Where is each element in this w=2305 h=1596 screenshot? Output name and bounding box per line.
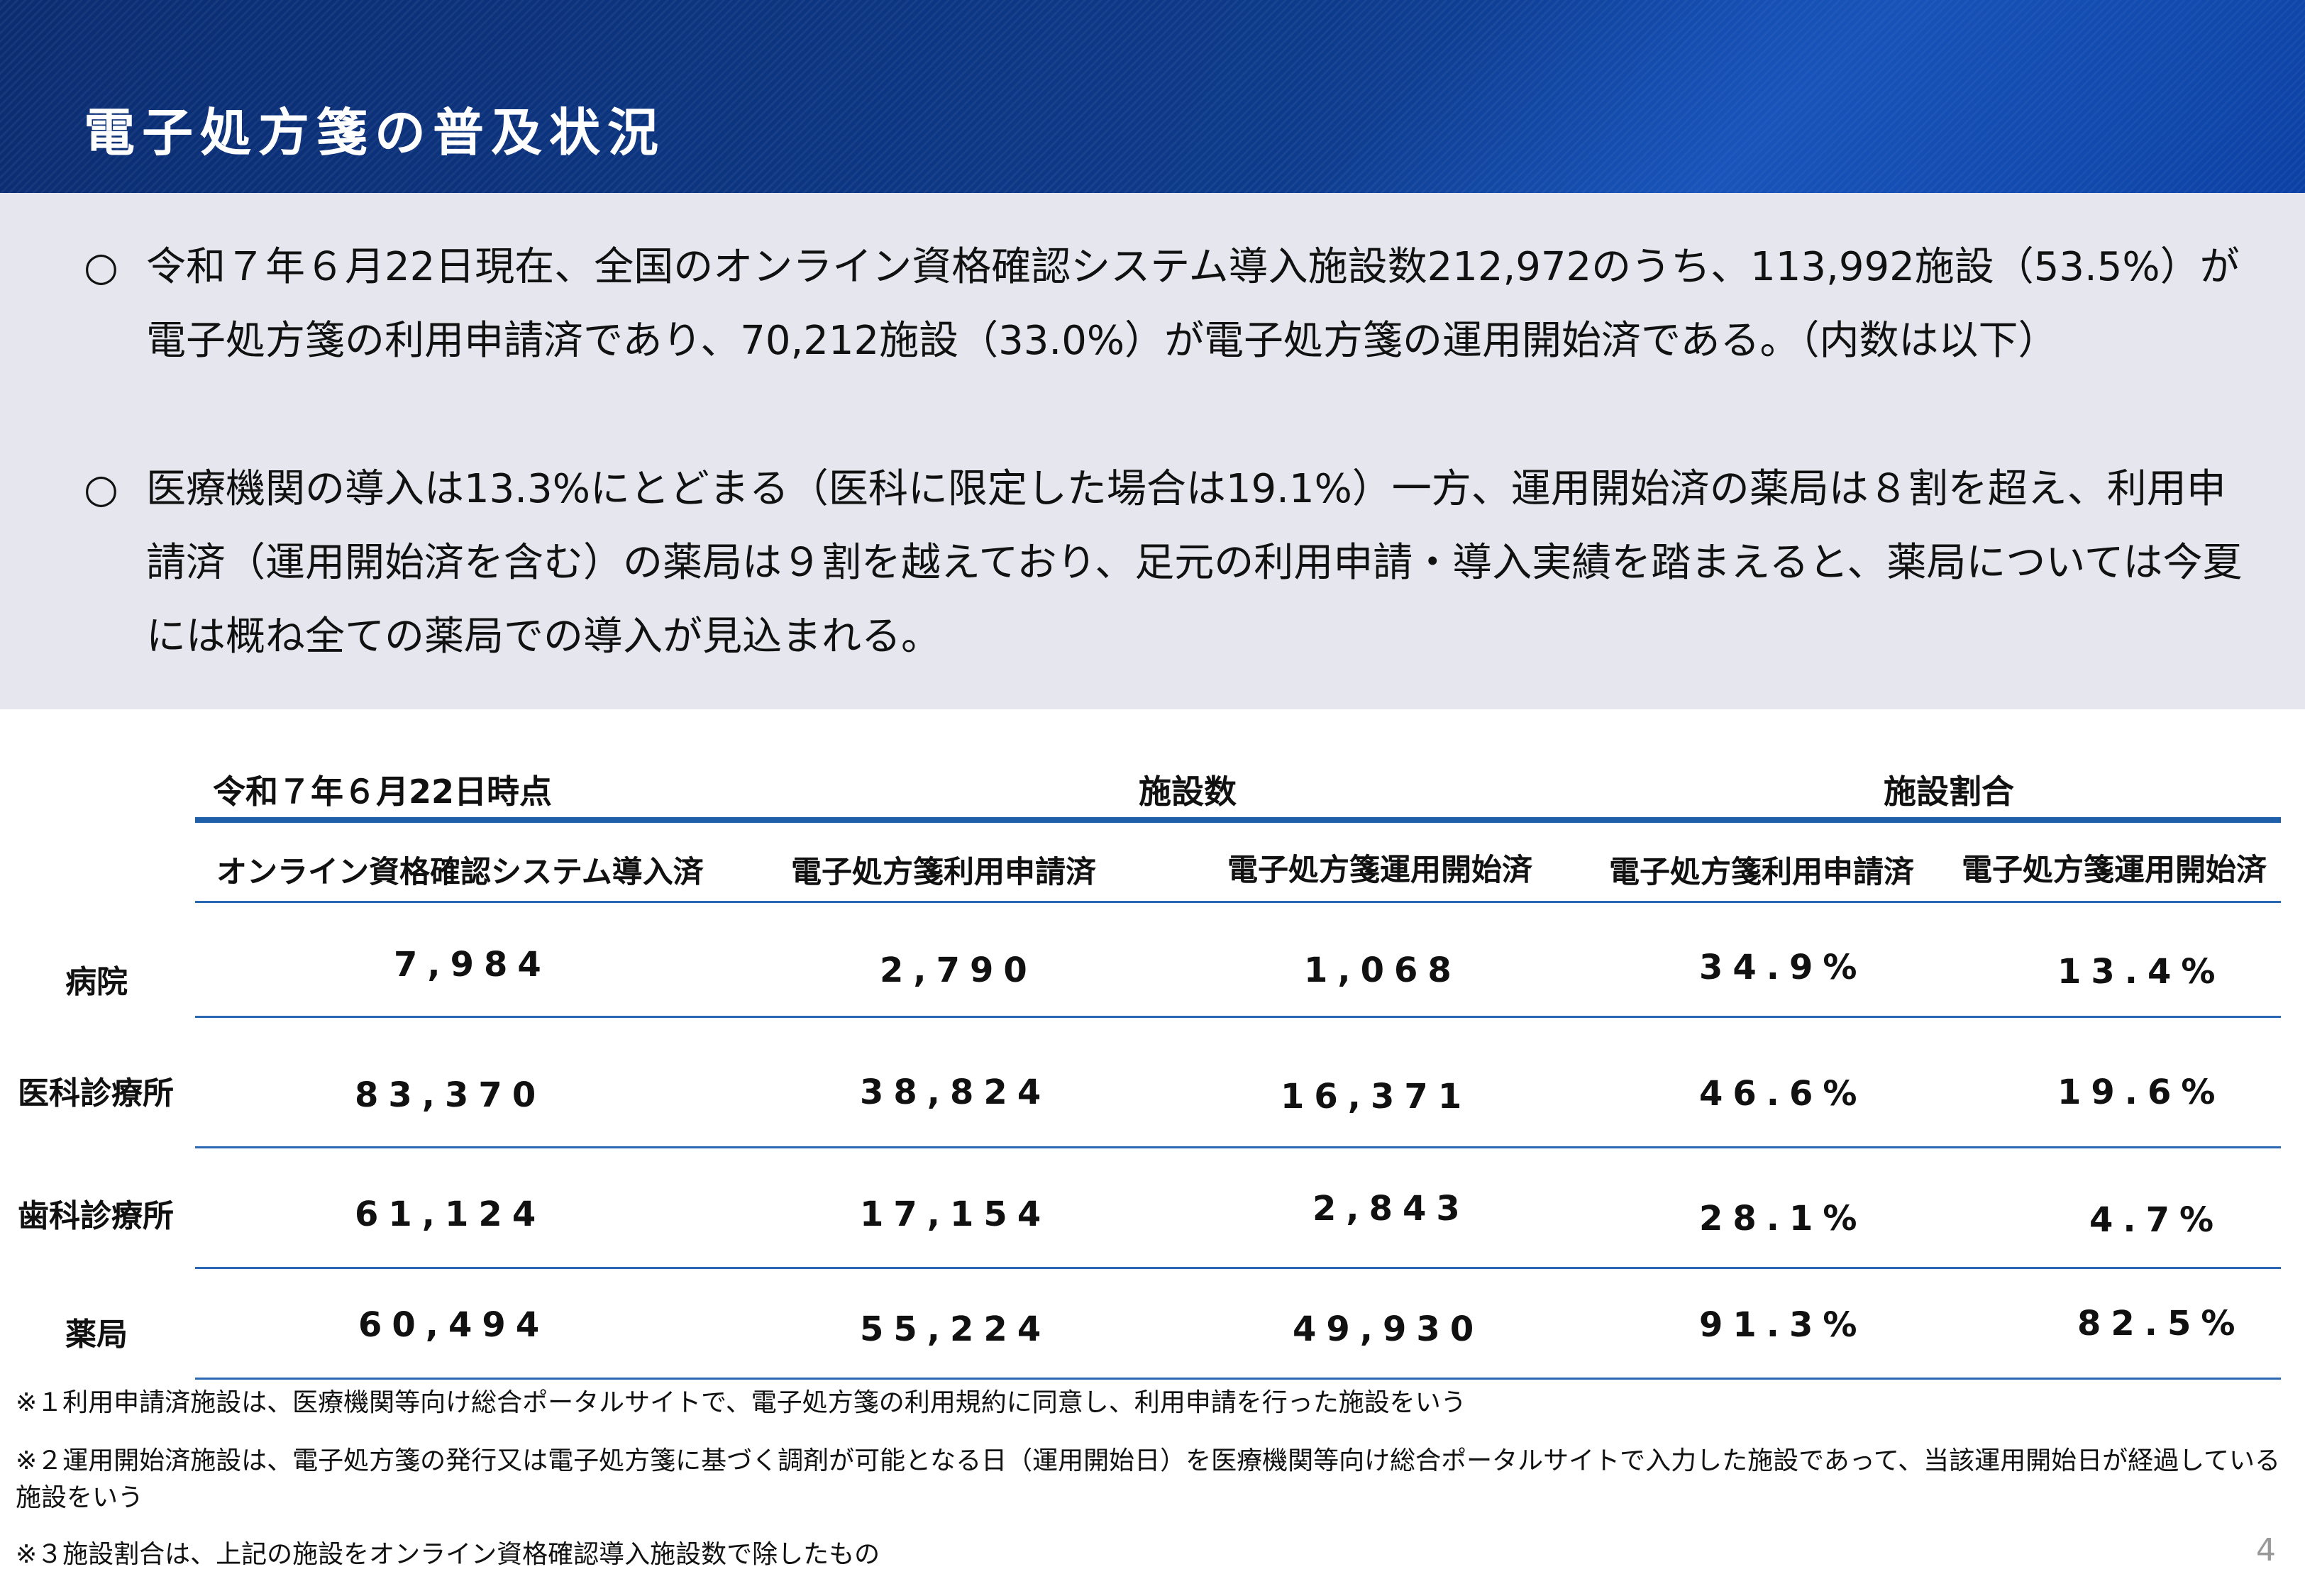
row-label: 薬局 [65,1317,128,1353]
table-cell: 83,370 [355,1075,546,1115]
column-header: 電子処方箋運用開始済 [1227,853,1532,888]
table-cell: 13.4% [2057,952,2226,992]
table-header-rule [195,817,2281,823]
row-label: 病院 [65,964,128,1000]
table-cell: 61,124 [355,1195,546,1234]
summary-panel [0,193,2305,709]
table-cell: 49,930 [1293,1309,1484,1349]
table-cell: 2,790 [880,951,1037,990]
table-cell: 4.7% [2089,1200,2224,1240]
table-cell: 55,224 [860,1309,1051,1349]
row-label: 医科診療所 [18,1075,174,1112]
table-cell: 7,984 [394,945,551,985]
table-date-label: 令和７年６月22日時点 [213,772,553,811]
table-cell: 17,154 [860,1195,1051,1234]
header-stripes [0,0,2305,193]
row-divider [195,1378,2281,1380]
header-banner: 電子処方箋の普及状況 [0,0,2305,193]
table-cell: 16,371 [1281,1077,1472,1116]
footnote-3: ※３施設割合は、上記の施設をオンライン資格確認導入施設数で除したもの [16,1540,880,1569]
column-header: オンライン資格確認システム導入済 [216,855,704,890]
row-divider [195,1267,2281,1269]
page-title: 電子処方箋の普及状況 [84,103,666,162]
footnote-1: ※１利用申請済施設は、医療機関等向け総合ポータルサイトで、電子処方箋の利用規約に… [16,1388,1466,1417]
table-group-ratio: 施設割合 [1884,772,2014,811]
row-divider [195,1016,2281,1018]
table-group-count: 施設数 [1139,772,1237,811]
header-accent [1323,0,2305,193]
table-cell: 91.3% [1699,1305,1867,1345]
footnote-2: ※２運用開始済施設は、電子処方箋の発行又は電子処方箋に基づく調剤が可能となる日（… [16,1446,2281,1512]
table-cell: 38,824 [860,1073,1051,1112]
bullet-circle-icon: ○ [84,244,118,290]
page-number: 4 [2256,1532,2276,1568]
row-divider [195,1146,2281,1148]
table-cell: 60,494 [358,1305,550,1345]
table-cell: 82.5% [2077,1304,2245,1343]
table-cell: 19.6% [2057,1073,2226,1112]
row-divider [195,901,2281,903]
column-header: 電子処方箋利用申請済 [791,855,1096,890]
row-label: 歯科診療所 [18,1198,174,1234]
column-header: 電子処方箋利用申請済 [1609,855,1914,890]
column-header: 電子処方箋運用開始済 [1962,853,2267,888]
summary-text-1: 令和７年６月22日現在、全国のオンライン資格確認システム導入施設数212,972… [146,244,2240,364]
table-cell: 2,843 [1312,1189,1470,1229]
summary-text-2: 医療機関の導入は13.3%にとどまる（医科に限定した場合は19.1%）一方、運用… [146,466,2243,660]
table-cell: 34.9% [1699,948,1867,987]
table-cell: 1,068 [1304,951,1461,990]
table-cell: 46.6% [1699,1074,1867,1114]
table-cell: 28.1% [1699,1199,1867,1238]
bullet-circle-icon: ○ [84,466,118,512]
